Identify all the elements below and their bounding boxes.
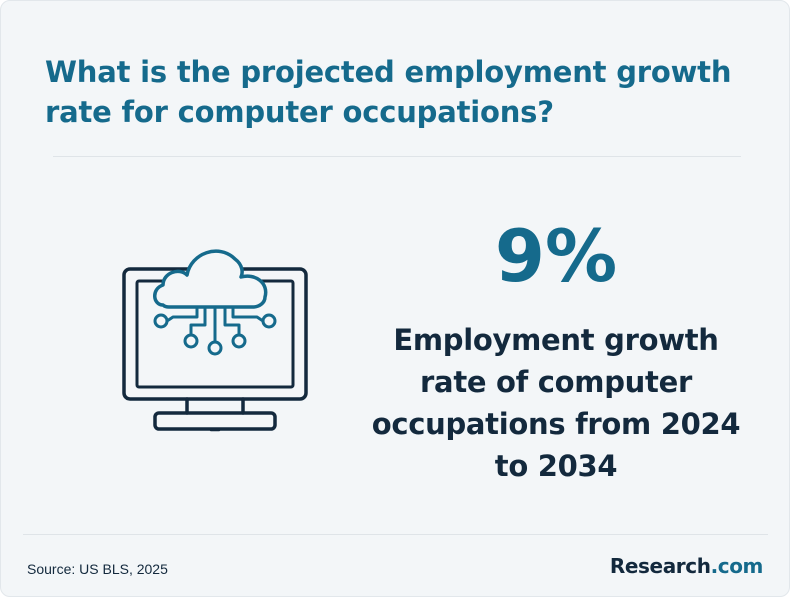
stat-value: 9%: [494, 214, 618, 298]
top-divider: [53, 156, 741, 157]
brand-name: Research: [609, 554, 711, 578]
bottom-divider: [23, 534, 768, 535]
cloud-shape: [153, 249, 268, 309]
stat-description: Employment growth rate of computer occup…: [371, 323, 741, 483]
source-text: Source: US BLS, 2025: [27, 561, 168, 577]
page-title: What is the projected employment growth …: [45, 55, 732, 129]
monitor-base: [153, 411, 277, 431]
brand-suffix: .com: [710, 554, 764, 578]
brand-logo: Research.com: [609, 554, 764, 578]
cloud-computer-icon: [119, 229, 314, 441]
